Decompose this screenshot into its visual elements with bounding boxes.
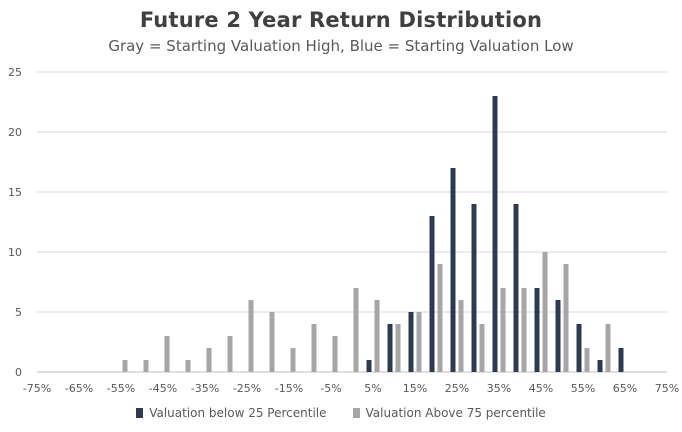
- y-tick-label: 25: [8, 66, 22, 79]
- legend-swatch-high-valuation: [352, 408, 360, 418]
- bar-high-valuation: [500, 288, 506, 372]
- bar-low-valuation: [471, 204, 477, 372]
- bar-low-valuation: [429, 216, 435, 372]
- bar-low-valuation: [408, 312, 414, 372]
- chart-subtitle: Gray = Starting Valuation High, Blue = S…: [108, 37, 574, 55]
- bar-high-valuation: [269, 312, 275, 372]
- bar-low-valuation: [555, 300, 561, 372]
- bar-high-valuation: [542, 252, 548, 372]
- bar-high-valuation: [122, 360, 128, 372]
- legend-swatch-low-valuation: [136, 408, 144, 418]
- x-tick-label: 35%: [487, 382, 511, 395]
- bar-low-valuation: [387, 324, 393, 372]
- x-tick-label: -45%: [149, 382, 177, 395]
- bar-high-valuation: [227, 336, 233, 372]
- bar-high-valuation: [563, 264, 569, 372]
- bar-high-valuation: [206, 348, 212, 372]
- legend-item-high-valuation: Valuation Above 75 percentile: [352, 406, 546, 420]
- bar-high-valuation: [584, 348, 590, 372]
- x-tick-label: 65%: [613, 382, 637, 395]
- bar-high-valuation: [353, 288, 359, 372]
- bar-high-valuation: [332, 336, 338, 372]
- bar-low-valuation: [576, 324, 582, 372]
- x-tick-label: -75%: [23, 382, 51, 395]
- y-tick-label: 10: [8, 246, 22, 259]
- bar-low-valuation: [492, 96, 498, 372]
- bar-high-valuation: [605, 324, 611, 372]
- bar-low-valuation: [534, 288, 540, 372]
- y-tick-label: 5: [15, 306, 22, 319]
- x-tick-label: 75%: [655, 382, 679, 395]
- bar-low-valuation: [450, 168, 456, 372]
- y-tick-label: 0: [15, 366, 22, 379]
- bar-high-valuation: [437, 264, 443, 372]
- x-tick-label: -25%: [233, 382, 261, 395]
- x-tick-label: 5%: [364, 382, 381, 395]
- bar-high-valuation: [290, 348, 296, 372]
- bar-high-valuation: [164, 336, 170, 372]
- bar-high-valuation: [479, 324, 485, 372]
- bar-low-valuation: [513, 204, 519, 372]
- x-tick-label: -15%: [275, 382, 303, 395]
- bar-high-valuation: [374, 300, 380, 372]
- chart-legend: Valuation below 25 Percentile Valuation …: [0, 406, 682, 420]
- bar-high-valuation: [395, 324, 401, 372]
- x-tick-label: 25%: [445, 382, 469, 395]
- bar-high-valuation: [416, 312, 422, 372]
- x-tick-label: -35%: [191, 382, 219, 395]
- legend-label-high-valuation: Valuation Above 75 percentile: [365, 406, 546, 420]
- bar-high-valuation: [311, 324, 317, 372]
- bar-high-valuation: [458, 300, 464, 372]
- bar-low-valuation: [618, 348, 624, 372]
- bar-high-valuation: [521, 288, 527, 372]
- bar-low-valuation: [366, 360, 372, 372]
- legend-label-low-valuation: Valuation below 25 Percentile: [149, 406, 327, 420]
- bar-low-valuation: [597, 360, 603, 372]
- chart-title: Future 2 Year Return Distribution: [139, 8, 543, 32]
- x-tick-label: -65%: [65, 382, 93, 395]
- legend-item-low-valuation: Valuation below 25 Percentile: [136, 406, 327, 420]
- y-tick-label: 20: [8, 126, 22, 139]
- bar-high-valuation: [143, 360, 149, 372]
- x-tick-label: 55%: [571, 382, 595, 395]
- bar-high-valuation: [248, 300, 254, 372]
- y-tick-label: 15: [8, 186, 22, 199]
- x-tick-label: 15%: [403, 382, 427, 395]
- bar-high-valuation: [185, 360, 191, 372]
- x-tick-label: -5%: [320, 382, 341, 395]
- x-tick-label: -55%: [107, 382, 135, 395]
- x-tick-label: 45%: [529, 382, 553, 395]
